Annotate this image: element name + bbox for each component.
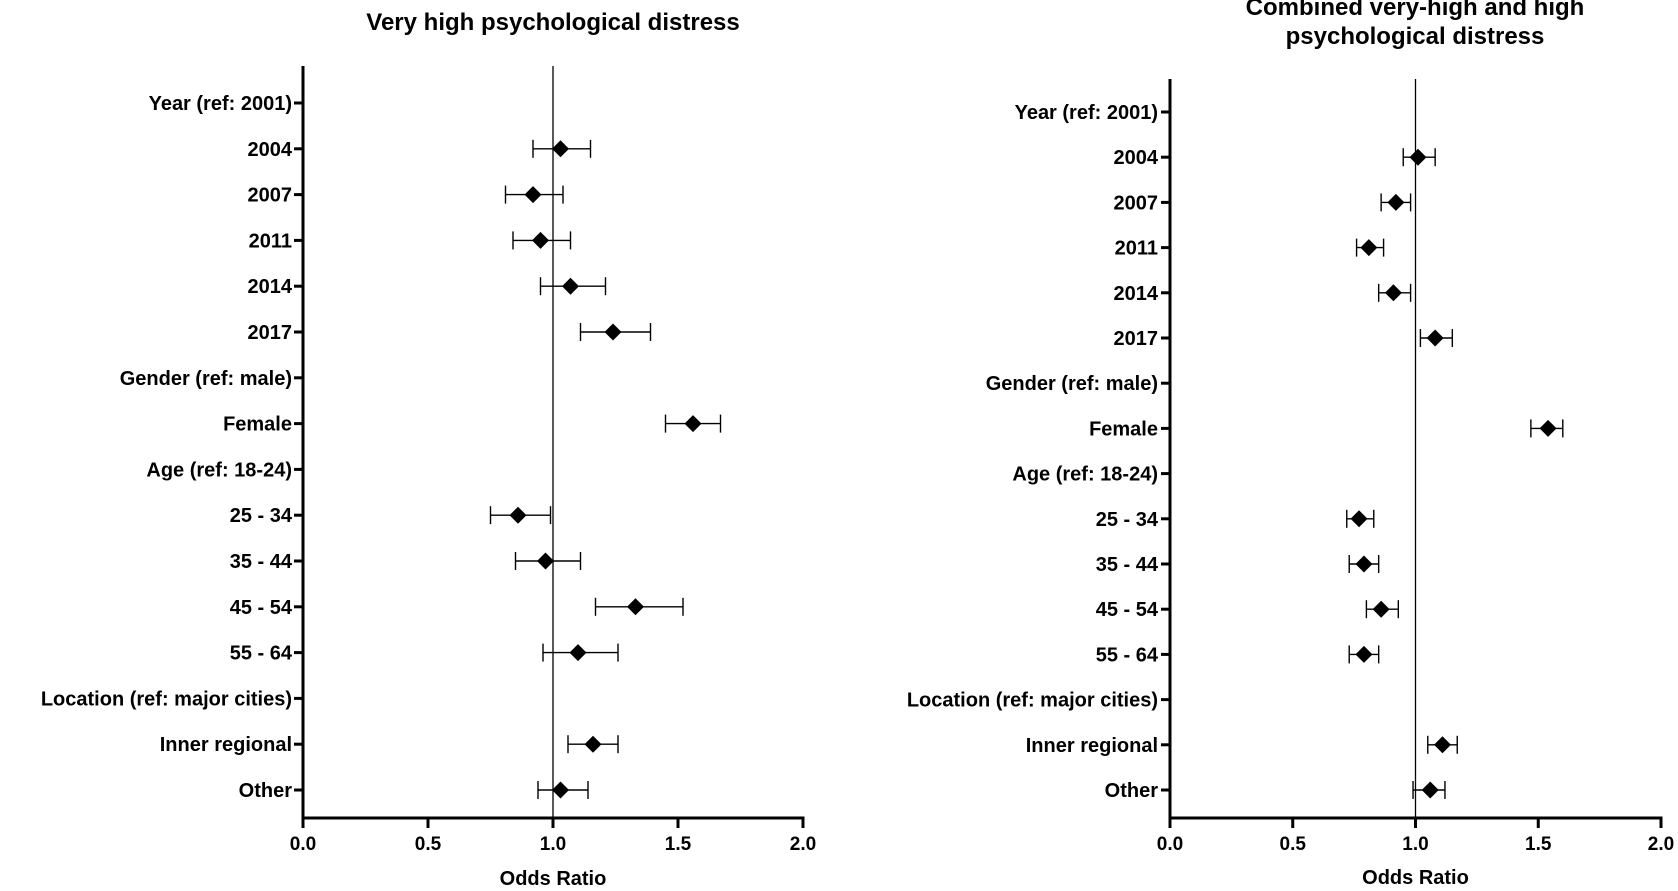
odds-ratio-marker	[509, 506, 527, 524]
data-point	[542, 643, 619, 662]
data-point	[504, 185, 564, 204]
category-label: Other	[239, 780, 293, 802]
data-point	[664, 414, 722, 433]
odds-ratio-marker	[1387, 193, 1405, 211]
category-label: Year (ref: 2001)	[149, 93, 292, 115]
category-label: Inner regional	[1026, 735, 1158, 757]
x-tick-label: 0.5	[1280, 834, 1307, 855]
data-point	[594, 597, 684, 616]
data-point	[579, 323, 652, 341]
data-point	[1427, 735, 1458, 754]
category-label: 45 - 54	[230, 597, 293, 619]
data-point	[1348, 645, 1380, 664]
odds-ratio-marker	[1360, 239, 1378, 257]
category-label: Location (ref: major cities)	[907, 690, 1158, 712]
data-point	[489, 506, 552, 525]
odds-ratio-marker	[1409, 148, 1427, 166]
data-point	[1365, 600, 1400, 619]
odds-ratio-marker	[1434, 736, 1452, 754]
data-point	[1348, 555, 1380, 573]
category-label: 2007	[1114, 192, 1159, 214]
category-label: 55 - 64	[230, 643, 293, 665]
category-label: Other	[1105, 780, 1159, 802]
category-label: 45 - 54	[1096, 599, 1159, 621]
category-label: 2004	[248, 139, 293, 161]
panel-1: Very high psychological distress 0.0 0.5 1.…	[41, 9, 816, 890]
odds-ratio-marker	[537, 552, 554, 570]
category-label: 2014	[248, 276, 293, 298]
x-axis-title: Odds Ratio	[1362, 867, 1469, 889]
x-tick-label: 2.0	[790, 834, 816, 855]
category-label: Inner regional	[160, 734, 292, 756]
data-point	[1530, 419, 1564, 438]
panel-2: Combined very-high and highpsychological…	[907, 0, 1674, 889]
odds-ratio-marker	[524, 186, 542, 204]
odds-ratio-marker	[1350, 510, 1368, 528]
data-point	[1346, 509, 1375, 528]
category-label: 55 - 64	[1096, 644, 1159, 666]
category-label: 35 - 44	[230, 551, 293, 573]
x-tick-label: 1.5	[665, 834, 692, 855]
category-label: 35 - 44	[1096, 554, 1159, 576]
chart-title: Combined very-high and high	[1246, 0, 1585, 21]
data-point	[512, 231, 572, 250]
x-axis-title: Odds Ratio	[500, 868, 607, 890]
category-label: Female	[1089, 418, 1158, 440]
odds-ratio-marker	[1421, 781, 1439, 799]
data-point	[1419, 329, 1454, 347]
x-tick-label: 0.0	[1157, 834, 1183, 855]
category-label: 2017	[1114, 328, 1159, 350]
data-point	[1412, 781, 1446, 799]
odds-ratio-marker	[569, 644, 587, 662]
category-label: 2011	[249, 230, 292, 252]
x-tick-label: 1.5	[1525, 834, 1552, 855]
data-point	[532, 139, 592, 158]
chart-title: psychological distress	[1286, 23, 1545, 50]
data-point	[1377, 283, 1412, 302]
odds-ratio-marker	[1539, 419, 1557, 437]
x-tick-label: 1.0	[1402, 834, 1428, 855]
category-label: 25 - 34	[1096, 509, 1159, 531]
odds-ratio-marker	[1355, 645, 1373, 663]
odds-ratio-marker	[1384, 284, 1402, 302]
odds-ratio-marker	[1355, 555, 1373, 573]
odds-ratio-marker	[584, 735, 602, 753]
data-point	[537, 781, 589, 799]
odds-ratio-marker	[604, 323, 622, 341]
odds-ratio-marker	[684, 415, 702, 433]
category-label: Age (ref: 18-24)	[146, 459, 292, 481]
data-point	[514, 552, 582, 570]
data-point	[567, 735, 619, 754]
x-tick-label: 0.5	[415, 834, 442, 855]
category-label: Gender (ref: male)	[986, 373, 1158, 395]
category-label: 2011	[1115, 238, 1158, 260]
odds-ratio-marker	[627, 598, 644, 616]
x-tick-label: 0.0	[290, 834, 316, 855]
category-label: 2014	[1114, 283, 1159, 305]
x-tick-label: 2.0	[1648, 834, 1674, 855]
data-point	[539, 277, 607, 296]
category-label: Year (ref: 2001)	[1015, 102, 1158, 124]
category-label: Female	[223, 414, 292, 436]
data-point	[1380, 193, 1412, 212]
x-tick-label: 1.0	[540, 834, 566, 855]
category-label: 2007	[248, 185, 293, 207]
category-label: Age (ref: 18-24)	[1012, 464, 1158, 486]
category-label: 25 - 34	[230, 505, 293, 527]
category-label: Gender (ref: male)	[120, 368, 292, 390]
odds-ratio-marker	[1372, 600, 1390, 618]
odds-ratio-marker	[562, 277, 579, 295]
odds-ratio-marker	[552, 140, 569, 158]
chart-title: Very high psychological distress	[366, 9, 739, 36]
category-label: 2017	[248, 322, 293, 344]
category-label: 2004	[1114, 147, 1159, 169]
data-point	[1402, 148, 1436, 167]
category-label: Location (ref: major cities)	[41, 688, 292, 710]
odds-ratio-marker	[532, 231, 549, 249]
odds-ratio-marker	[1426, 329, 1444, 347]
data-point	[1355, 238, 1385, 257]
odds-ratio-marker	[552, 781, 569, 799]
